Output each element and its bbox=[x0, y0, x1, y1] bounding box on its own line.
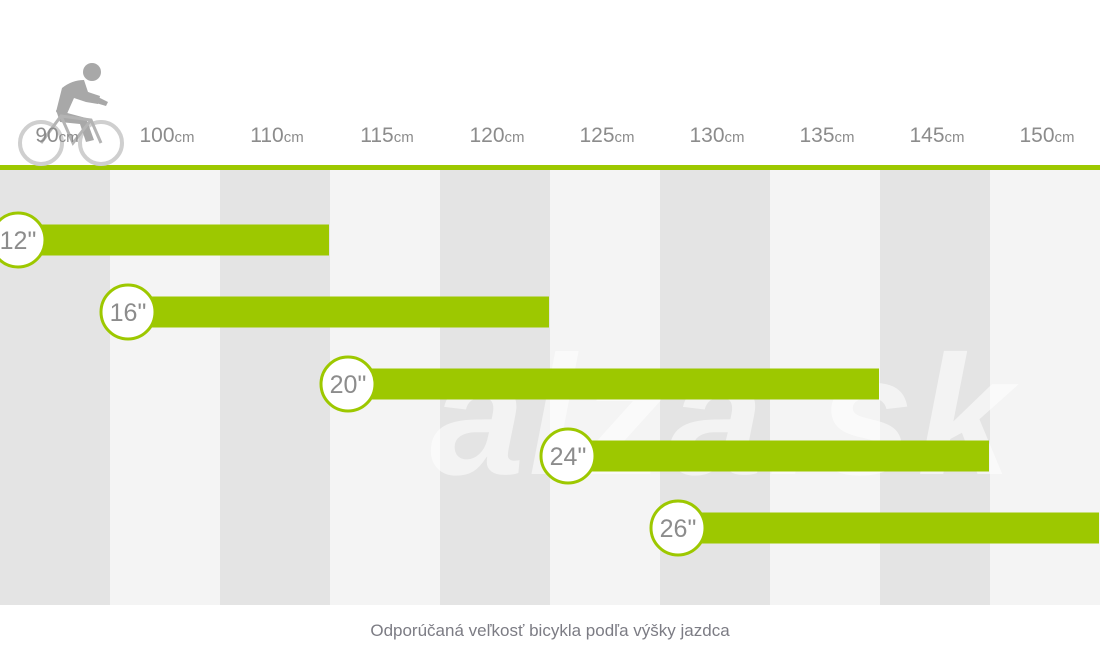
x-tick-unit: cm bbox=[724, 129, 745, 146]
x-tick-label: 110cm bbox=[250, 124, 303, 148]
x-tick-unit: cm bbox=[174, 129, 195, 146]
size-bar: 12" bbox=[0, 211, 329, 269]
size-bar-fill bbox=[348, 368, 879, 400]
x-tick-label: 115cm bbox=[360, 124, 413, 148]
x-tick-value: 135 bbox=[799, 124, 835, 147]
x-tick-value: 130 bbox=[689, 124, 725, 147]
size-bar-fill bbox=[678, 512, 1099, 544]
size-badge bbox=[319, 355, 377, 413]
axis-line bbox=[0, 165, 1100, 170]
size-label: 12" bbox=[0, 227, 36, 255]
size-label: 26" bbox=[660, 515, 697, 543]
size-bar: 20" bbox=[319, 355, 879, 413]
x-tick-label: 150cm bbox=[1019, 124, 1074, 148]
x-tick-value: 125 bbox=[579, 124, 615, 147]
size-label: 20" bbox=[330, 371, 367, 399]
x-tick-unit: cm bbox=[834, 129, 855, 146]
x-tick-label: 125cm bbox=[579, 124, 634, 148]
x-tick-unit: cm bbox=[944, 129, 965, 146]
size-badge bbox=[0, 211, 47, 269]
x-tick-unit: cm bbox=[283, 129, 304, 146]
x-tick-value: 150 bbox=[1019, 124, 1055, 147]
x-tick-value: 110 bbox=[250, 124, 284, 147]
x-tick-value: 145 bbox=[909, 124, 945, 147]
x-tick-label: 145cm bbox=[909, 124, 964, 148]
x-tick-value: 90 bbox=[35, 124, 59, 147]
x-tick-unit: cm bbox=[393, 129, 414, 146]
size-badge bbox=[99, 283, 157, 341]
x-tick-label: 135cm bbox=[799, 124, 854, 148]
size-bar: 16" bbox=[99, 283, 549, 341]
x-tick-label: 120cm bbox=[469, 124, 524, 148]
x-tick-unit: cm bbox=[58, 129, 79, 146]
size-badge bbox=[649, 499, 707, 557]
size-label: 24" bbox=[550, 443, 587, 471]
size-bar-fill bbox=[128, 296, 549, 328]
x-tick-value: 115 bbox=[360, 124, 394, 147]
x-tick-unit: cm bbox=[1054, 129, 1075, 146]
cyclist-icon bbox=[18, 63, 124, 166]
chart-caption: Odporúčaná veľkosť bicykla podľa výšky j… bbox=[370, 621, 730, 640]
watermark: alza.sk bbox=[430, 321, 1016, 511]
x-tick-value: 120 bbox=[469, 124, 505, 147]
x-tick-label: 90cm bbox=[35, 124, 78, 148]
x-tick-label: 100cm bbox=[139, 124, 194, 148]
x-tick-unit: cm bbox=[614, 129, 635, 146]
x-tick-unit: cm bbox=[504, 129, 525, 146]
size-bar: 24" bbox=[539, 427, 989, 485]
size-label: 16" bbox=[110, 299, 147, 327]
x-tick-label: 130cm bbox=[689, 124, 744, 148]
size-bar-fill bbox=[568, 440, 989, 472]
size-bar-fill bbox=[18, 224, 329, 256]
size-bar: 26" bbox=[649, 499, 1099, 557]
x-tick-value: 100 bbox=[139, 124, 175, 147]
size-badge bbox=[539, 427, 597, 485]
